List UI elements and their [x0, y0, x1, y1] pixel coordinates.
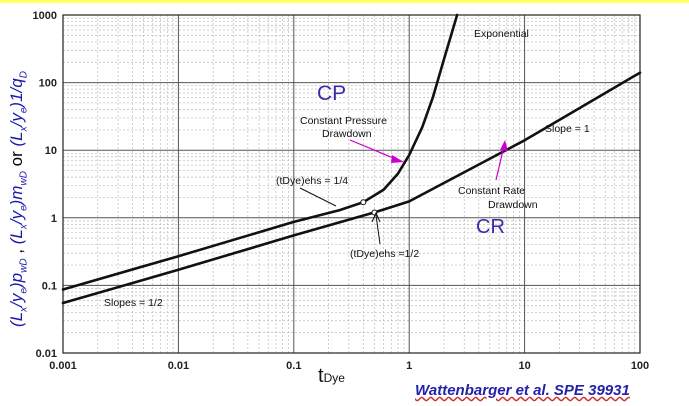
cp-label: CP: [317, 82, 347, 105]
x-axis-label: tDye: [318, 365, 345, 387]
annotation-cr-drawdown-1: Constant Rate: [458, 185, 525, 197]
leader-cp-arrow: [349, 139, 399, 161]
annotation-cp-drawdown-2: Drawdown: [322, 128, 372, 140]
series-line-2: [61, 71, 642, 305]
y-tick-label: 0.1: [42, 280, 57, 292]
annotation-cp-drawdown-1: Constant Pressure: [300, 115, 387, 127]
y-tick-label: 1000: [33, 10, 57, 22]
x-tick-label: 0.01: [168, 360, 189, 372]
y-tick-label: 1: [51, 213, 57, 225]
x-tick-label: 0.001: [49, 360, 77, 372]
y-tick-label: 100: [39, 78, 57, 90]
cr-label: CR: [476, 216, 505, 238]
x-tick-label: 0.1: [286, 360, 301, 372]
plot-frame: [62, 14, 641, 354]
arrowhead-cp: [391, 155, 404, 163]
leader-tdye-half: [375, 214, 381, 245]
x-tick-label: 1: [406, 360, 412, 372]
annotation-slope-1: Slope = 1: [545, 123, 590, 135]
y-tick-label: 0.01: [36, 348, 57, 360]
x-tick-label: 10: [518, 360, 530, 372]
annotation-tdye-quarter: (tDye)ehs = 1/4: [276, 175, 348, 187]
annotation-tdye-half: (tDye)ehs =1/2: [350, 248, 419, 260]
citation: Wattenbarger et al. SPE 39931: [415, 382, 630, 399]
arrowhead-cr: [500, 140, 508, 151]
x-tick-label: 100: [631, 360, 649, 372]
cp-transition-marker: [360, 199, 367, 206]
leader-cr-arrow: [495, 145, 505, 181]
arrowhead-tdye-half: [371, 211, 381, 223]
y-axis-label: (Lx/ye)pwD , (Lx/ye)mwD or (Lx/ye)1/qD: [7, 71, 30, 327]
top-accent-line: [0, 0, 689, 3]
annotation-exponential: Exponential: [474, 28, 529, 40]
leader-tdye-quarter: [299, 187, 337, 207]
y-tick-label: 10: [45, 145, 57, 157]
annotation-slopes-half: Slopes = 1/2: [104, 297, 163, 309]
series-line-1: [61, 13, 459, 291]
annotation-cr-drawdown-2: Drawdown: [488, 199, 538, 211]
